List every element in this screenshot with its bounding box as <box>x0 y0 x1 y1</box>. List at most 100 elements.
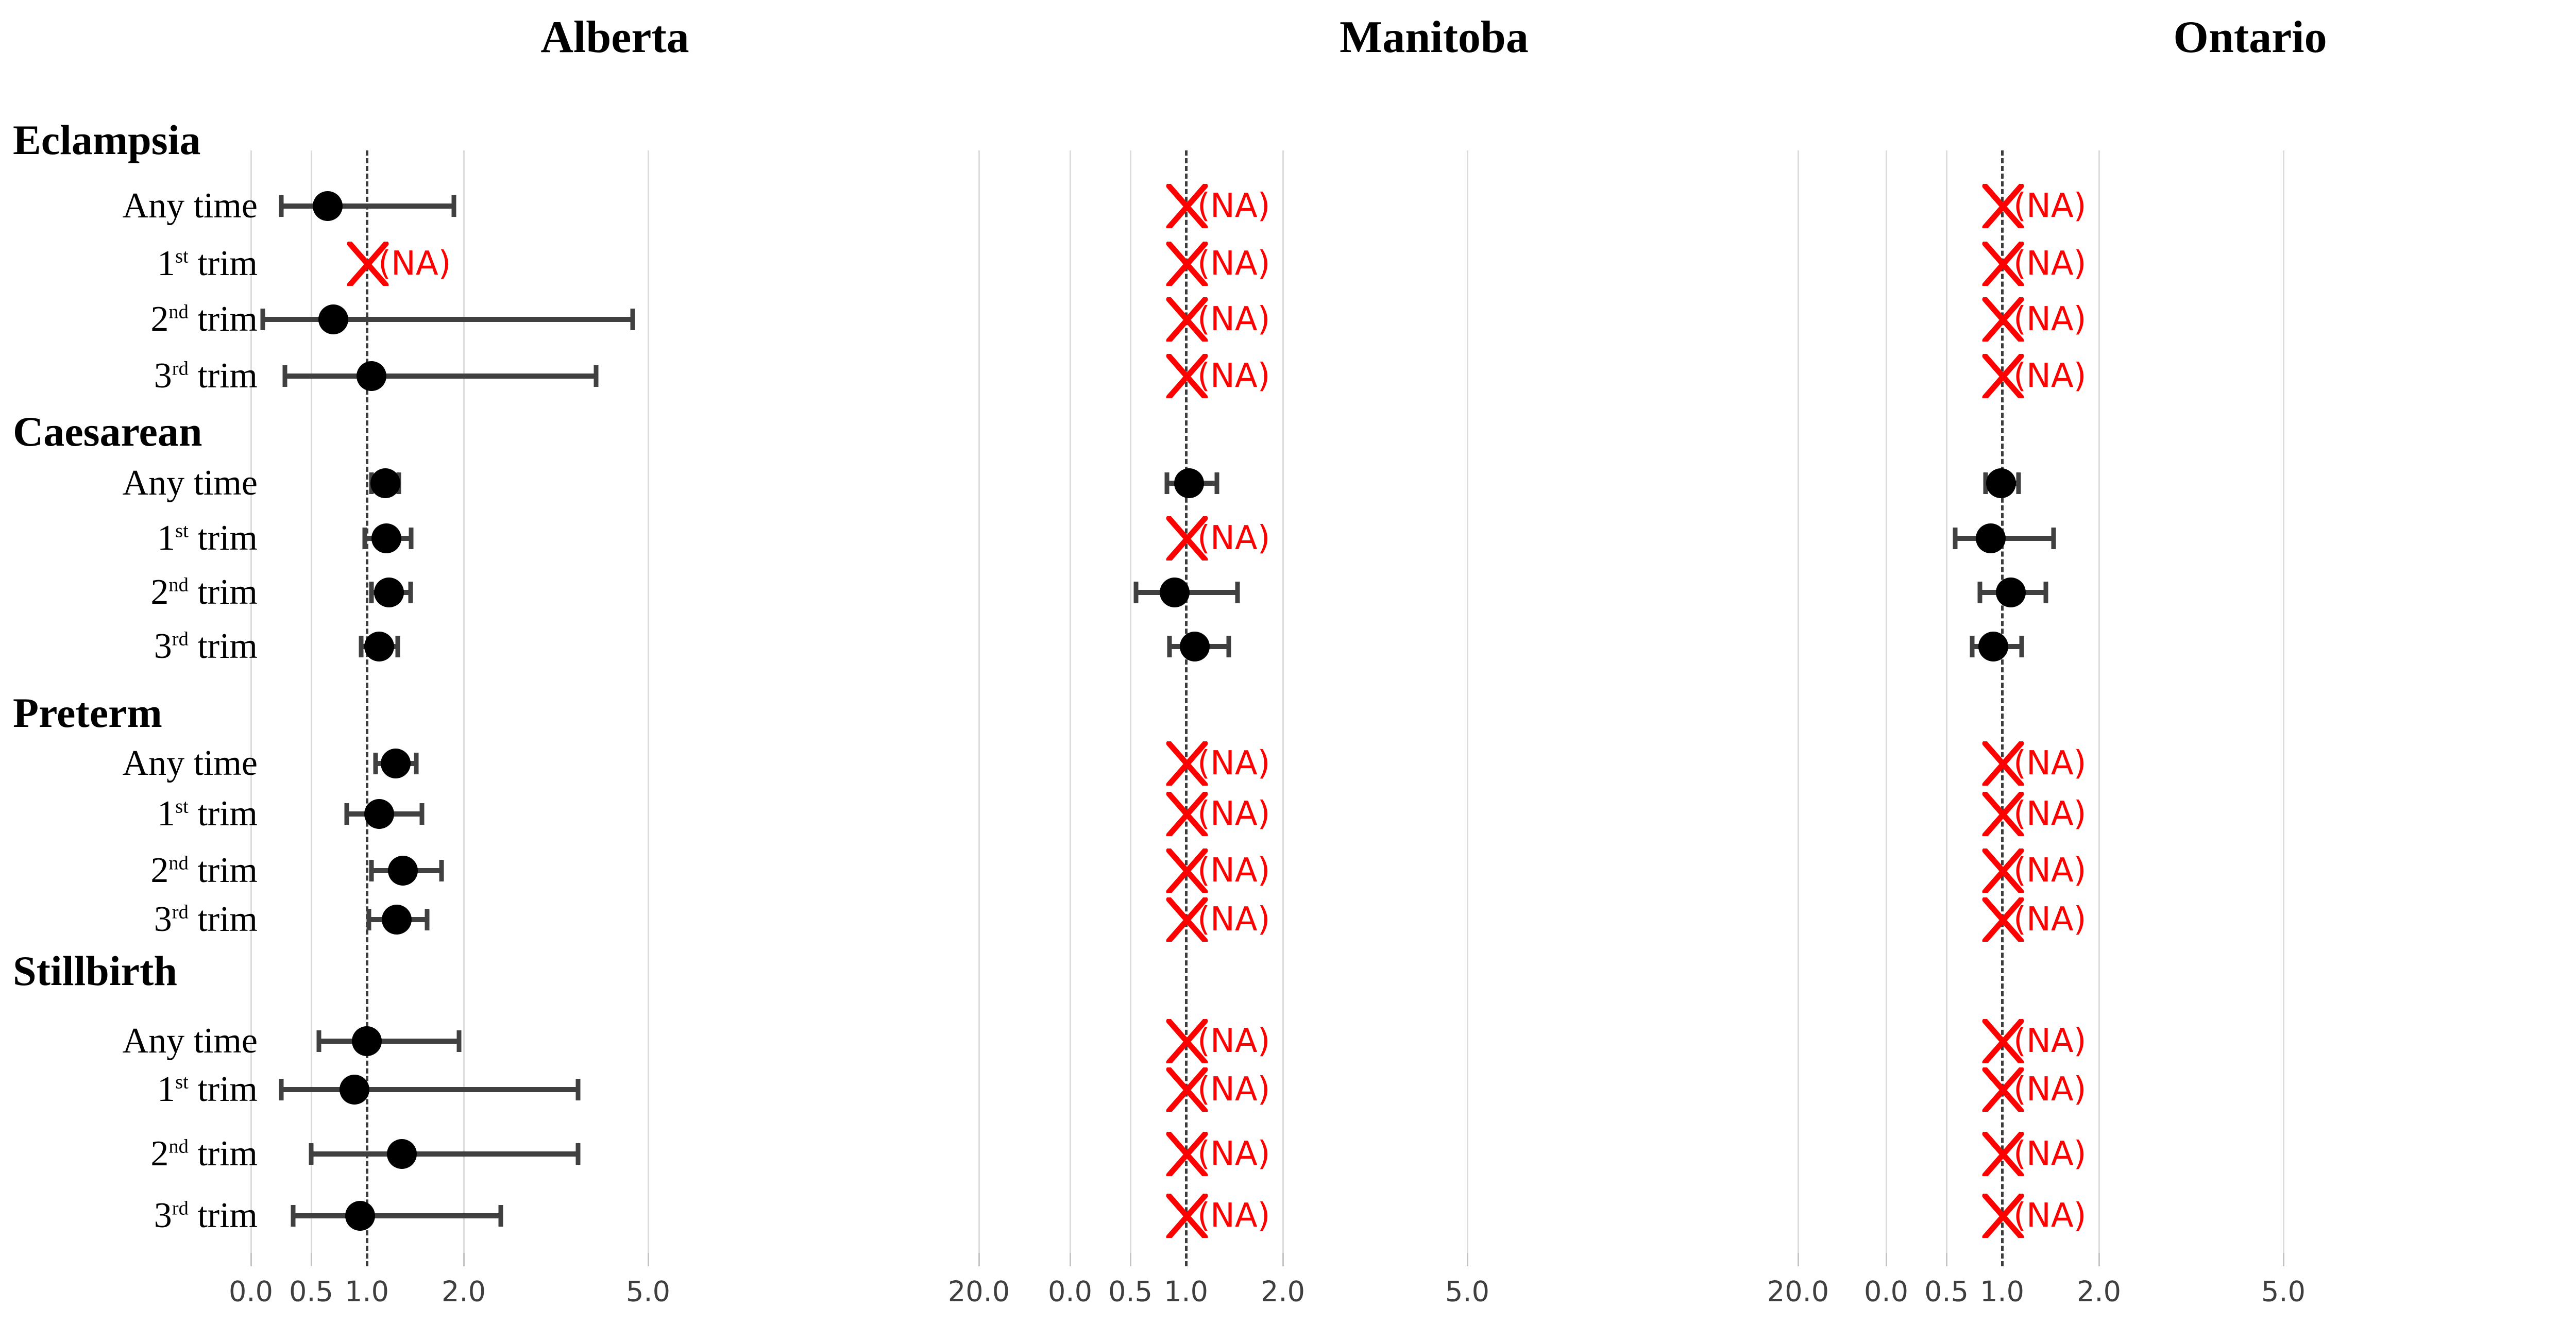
na-cross-icon <box>1982 896 2026 944</box>
na-label: (NA) <box>1197 357 1270 395</box>
axis-tick-mark <box>648 1253 649 1266</box>
reference-line <box>366 150 368 1266</box>
row-label-stillbirth-2: 2nd trim <box>150 1134 258 1174</box>
ci-cap-left <box>373 753 378 774</box>
gridline <box>1886 150 1887 1253</box>
na-label: (NA) <box>2013 1022 2087 1060</box>
na-label: (NA) <box>378 245 451 283</box>
ci-cap-right <box>1214 472 1219 494</box>
point-estimate <box>313 191 343 221</box>
na-label: (NA) <box>2013 1071 2087 1109</box>
ci-cap-right <box>395 636 400 657</box>
na-cross-icon <box>1982 183 2026 230</box>
gridline <box>1798 150 1799 1253</box>
ci-cap-left <box>359 636 364 657</box>
ordinal-superscript: nd <box>168 1135 189 1158</box>
axis-tick-mark <box>2283 1253 2284 1266</box>
axis-tick-mark <box>1282 1253 1284 1266</box>
na-cross-icon <box>1982 1193 2026 1240</box>
na-cross-icon <box>1982 1018 2026 1065</box>
axis-tick-mark <box>1130 1253 1131 1266</box>
na-label: (NA) <box>1197 901 1270 939</box>
ordinal-superscript: st <box>175 520 189 542</box>
axis-tick-mark <box>1886 1253 1887 1266</box>
gridline <box>463 150 465 1253</box>
ci-cap-right <box>2043 582 2048 603</box>
row-label-eclampsia-2: 2nd trim <box>150 299 258 339</box>
gridline <box>1467 150 1468 1253</box>
ci-cap-right <box>498 1205 503 1227</box>
panel-title-alberta: Alberta <box>540 12 689 62</box>
ci-cap-right <box>575 1143 581 1165</box>
axis-tick-label: 5.0 <box>626 1275 670 1308</box>
ci-cap-left <box>282 365 287 387</box>
na-label: (NA) <box>1197 1022 1270 1060</box>
na-label: (NA) <box>1197 852 1270 890</box>
ci-cap-left <box>369 582 374 603</box>
na-label: (NA) <box>2013 245 2087 283</box>
gridline <box>1070 150 1071 1253</box>
point-estimate <box>364 632 395 661</box>
ci-cap-right <box>594 365 599 387</box>
ordinal-superscript: st <box>175 795 189 818</box>
ordinal-superscript: rd <box>172 358 189 380</box>
na-cross-icon <box>1166 1066 1210 1114</box>
na-label: (NA) <box>2013 187 2087 225</box>
axis-tick-label: 2.0 <box>442 1275 486 1308</box>
axis-tick-mark <box>1467 1253 1468 1266</box>
point-estimate <box>381 749 411 778</box>
na-cross-icon <box>1166 241 1210 288</box>
row-label-caesarean-0: Any time <box>122 463 258 503</box>
na-cross-icon <box>1166 791 1210 838</box>
na-label: (NA) <box>2013 1135 2087 1173</box>
group-header-stillbirth: Stillbirth <box>13 947 177 994</box>
axis-tick-label: 0.5 <box>1108 1275 1153 1308</box>
panel-title-ontario: Ontario <box>2173 12 2327 62</box>
ci-whisker <box>293 1213 501 1218</box>
point-estimate <box>352 1026 382 1056</box>
ci-cap-left <box>309 1143 314 1165</box>
na-label: (NA) <box>2013 795 2087 833</box>
ci-cap-right <box>451 195 456 217</box>
row-label-preterm-3: 3rd trim <box>154 899 258 939</box>
na-label: (NA) <box>1197 187 1270 225</box>
row-label-stillbirth-1: 1st trim <box>157 1070 258 1109</box>
point-estimate <box>370 468 400 498</box>
ci-whisker <box>311 1151 578 1157</box>
reference-line <box>1185 150 1188 1266</box>
ci-cap-left <box>1977 582 1982 603</box>
ci-cap-left <box>1983 472 1988 494</box>
ci-cap-right <box>439 860 444 881</box>
ci-cap-left <box>362 528 367 549</box>
row-label-preterm-1: 1st trim <box>157 794 258 834</box>
ordinal-superscript: nd <box>168 574 189 596</box>
ci-cap-left <box>366 909 371 930</box>
ci-cap-right <box>2019 636 2024 657</box>
na-label: (NA) <box>1197 1135 1270 1173</box>
point-estimate <box>1179 632 1210 661</box>
gridline <box>1130 150 1131 1253</box>
na-cross-icon <box>1166 353 1210 400</box>
reference-line <box>2001 150 2004 1266</box>
panel-title-manitoba: Manitoba <box>1340 12 1529 62</box>
point-estimate <box>357 361 387 391</box>
row-label-eclampsia-1: 1st trim <box>157 244 258 283</box>
ci-cap-right <box>414 753 419 774</box>
ci-whisker <box>319 1039 459 1044</box>
axis-tick-label: 0.0 <box>1864 1275 1908 1308</box>
na-label: (NA) <box>2013 1197 2087 1235</box>
axis-tick-label: 2.0 <box>2077 1275 2121 1308</box>
ci-cap-left <box>260 309 265 330</box>
axis-tick-label: 20.0 <box>1767 1275 1829 1308</box>
na-cross-icon <box>1166 515 1210 563</box>
row-label-eclampsia-0: Any time <box>122 186 258 226</box>
row-label-eclampsia-3: 3rd trim <box>154 356 258 396</box>
point-estimate <box>387 856 418 886</box>
ci-cap-right <box>456 1030 462 1052</box>
axis-tick-mark <box>978 1253 980 1266</box>
na-label: (NA) <box>2013 852 2087 890</box>
ordinal-superscript: st <box>175 1071 189 1093</box>
gridline <box>648 150 649 1253</box>
gridline <box>250 150 252 1253</box>
na-cross-icon <box>1166 847 1210 895</box>
